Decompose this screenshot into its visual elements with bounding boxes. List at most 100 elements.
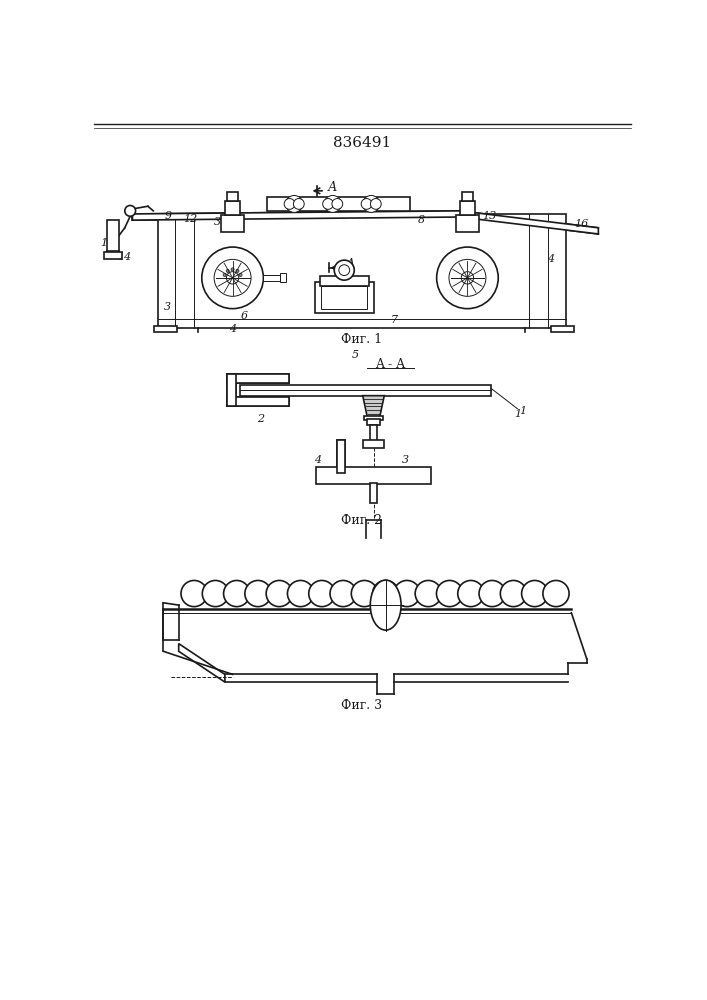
Circle shape: [226, 272, 239, 284]
Bar: [337, 440, 345, 473]
Circle shape: [239, 273, 242, 276]
Circle shape: [325, 195, 341, 212]
Text: 8: 8: [418, 215, 425, 225]
Bar: [460, 201, 475, 215]
Text: Фиг. 2: Фиг. 2: [341, 514, 382, 527]
Text: 15: 15: [100, 238, 115, 248]
Bar: [316, 467, 431, 484]
Bar: [158, 214, 566, 328]
Polygon shape: [179, 644, 225, 682]
Bar: [227, 374, 288, 383]
Text: 14: 14: [117, 252, 132, 262]
Circle shape: [394, 580, 420, 607]
Circle shape: [522, 580, 548, 607]
Circle shape: [231, 268, 234, 271]
Bar: [363, 440, 385, 448]
Text: 5: 5: [352, 350, 359, 360]
Bar: [370, 483, 377, 503]
Text: 1: 1: [520, 406, 527, 416]
Bar: [225, 201, 240, 215]
Bar: [551, 326, 573, 332]
Circle shape: [322, 199, 334, 209]
Circle shape: [543, 580, 569, 607]
Bar: [227, 397, 288, 406]
Text: A - A: A - A: [375, 358, 406, 371]
Text: 13: 13: [482, 211, 496, 221]
Circle shape: [125, 205, 136, 216]
Circle shape: [223, 580, 250, 607]
Text: 2: 2: [257, 414, 264, 424]
Bar: [334, 470, 348, 477]
Polygon shape: [132, 211, 598, 234]
Ellipse shape: [370, 580, 401, 630]
Circle shape: [284, 199, 295, 209]
Bar: [240, 385, 491, 396]
Circle shape: [363, 195, 380, 212]
Circle shape: [201, 247, 264, 309]
Circle shape: [293, 199, 304, 209]
Bar: [321, 286, 368, 309]
Circle shape: [181, 580, 207, 607]
Bar: [462, 192, 473, 201]
Bar: [154, 326, 177, 332]
Circle shape: [370, 199, 381, 209]
Bar: [264, 275, 281, 281]
Text: 4: 4: [315, 455, 322, 465]
Circle shape: [266, 580, 292, 607]
Bar: [227, 397, 288, 406]
Text: 3: 3: [402, 455, 409, 465]
Circle shape: [436, 580, 462, 607]
Bar: [227, 397, 288, 406]
Text: 11: 11: [337, 198, 351, 208]
Text: 4: 4: [229, 324, 236, 334]
Circle shape: [309, 580, 335, 607]
Circle shape: [457, 580, 484, 607]
Polygon shape: [363, 396, 385, 417]
Bar: [267, 197, 409, 211]
Text: Фиг. 1: Фиг. 1: [341, 333, 382, 346]
Bar: [227, 192, 238, 201]
Circle shape: [202, 580, 228, 607]
Circle shape: [437, 247, 498, 309]
Text: А: А: [346, 258, 355, 271]
Bar: [227, 374, 236, 406]
Circle shape: [415, 580, 441, 607]
Circle shape: [373, 580, 399, 607]
Circle shape: [288, 580, 314, 607]
Text: 9: 9: [165, 211, 173, 221]
Circle shape: [461, 272, 474, 284]
Bar: [104, 252, 122, 259]
Text: 1: 1: [514, 409, 521, 419]
Text: 16: 16: [574, 219, 588, 229]
Bar: [107, 220, 119, 251]
Bar: [227, 374, 236, 406]
Circle shape: [245, 580, 271, 607]
Bar: [227, 374, 236, 406]
Text: 836491: 836491: [333, 136, 391, 150]
Bar: [370, 425, 377, 442]
Bar: [456, 215, 479, 232]
Circle shape: [334, 260, 354, 280]
Text: 6: 6: [240, 311, 247, 321]
Bar: [281, 273, 286, 282]
Text: 7: 7: [391, 315, 398, 325]
Text: 3: 3: [163, 302, 170, 312]
Circle shape: [286, 195, 303, 212]
Circle shape: [501, 580, 527, 607]
Text: 3: 3: [214, 217, 221, 227]
Circle shape: [214, 259, 251, 296]
Circle shape: [361, 199, 372, 209]
Text: Б: Б: [390, 601, 397, 610]
Circle shape: [226, 269, 229, 272]
Bar: [227, 374, 288, 383]
Circle shape: [223, 273, 226, 276]
Bar: [315, 282, 373, 312]
Circle shape: [236, 269, 239, 272]
Bar: [221, 215, 244, 232]
Circle shape: [339, 265, 350, 276]
Text: 1: 1: [125, 207, 132, 217]
Text: 4: 4: [547, 254, 554, 264]
Bar: [364, 416, 382, 420]
Text: 10: 10: [460, 214, 474, 224]
Circle shape: [330, 580, 356, 607]
